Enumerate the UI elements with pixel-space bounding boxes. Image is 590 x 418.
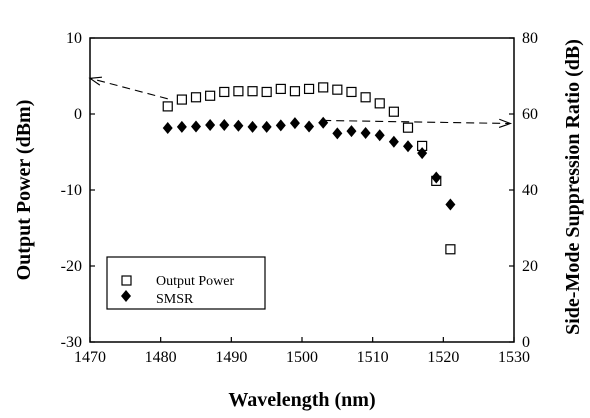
y-axis-left-title: Output Power (dBm): [13, 100, 35, 281]
x-axis-ticks: 1470 1480 1490 1500 1510 1520 1530: [74, 337, 530, 366]
output-power-point: [346, 86, 357, 98]
smsr-point: [332, 127, 343, 140]
output-power-point: [233, 86, 244, 97]
y-axis-left-ticks: 10 0 -10 -20 -30: [61, 30, 95, 351]
output-power-point: [388, 106, 399, 117]
smsr-point: [431, 171, 442, 184]
smsr-point: [233, 119, 244, 132]
y-right-tick-label: 40: [522, 182, 538, 199]
legend-marker-smsr: [121, 290, 131, 302]
y-right-tick-label: 80: [522, 30, 538, 47]
smsr-point: [205, 119, 216, 132]
y-left-tick-label: -20: [61, 258, 82, 275]
y-right-tick-label: 20: [522, 258, 538, 275]
smsr-point: [374, 129, 385, 142]
legend-marker-output-power: [121, 275, 132, 286]
output-power-point: [219, 86, 230, 98]
smsr-point: [388, 135, 399, 148]
x-tick-label: 1500: [286, 349, 318, 366]
legend-box: [106, 256, 266, 310]
output-power-point: [402, 122, 414, 133]
output-power-point: [445, 244, 456, 255]
x-tick-label: 1470: [74, 349, 106, 366]
y-axis-right-ticks: 80 60 40 20 0: [509, 30, 538, 351]
output-power-point: [176, 94, 187, 105]
y-right-tick-label: 0: [522, 334, 530, 351]
output-power-point: [190, 92, 202, 103]
annotation-arrow-head: [88, 76, 102, 86]
smsr-point: [360, 127, 371, 139]
y-axis-right-title: Side-Mode Suppression Ratio (dB): [562, 39, 584, 335]
x-tick-label: 1490: [215, 349, 247, 366]
smsr-point: [261, 120, 272, 133]
output-power-point: [162, 101, 173, 112]
y-left-tick-label: -30: [61, 334, 82, 351]
smsr-point: [219, 119, 230, 132]
smsr-point: [417, 147, 428, 160]
y-left-tick-label: 10: [66, 30, 82, 47]
y-right-tick-label: 60: [522, 106, 538, 123]
series-output-power: [162, 82, 456, 255]
series-smsr: [162, 116, 456, 211]
x-tick-label: 1520: [427, 349, 459, 366]
output-power-point: [303, 83, 315, 95]
output-power-point: [247, 86, 258, 97]
legend-label-output-power: Output Power: [156, 274, 235, 289]
smsr-point: [445, 198, 456, 211]
smsr-point: [162, 122, 173, 135]
smsr-point: [275, 119, 286, 132]
output-power-point: [360, 92, 371, 103]
annotation-arrow-line: [89, 77, 168, 100]
legend-label-smsr: SMSR: [156, 292, 194, 307]
smsr-point: [247, 120, 258, 133]
output-power-point: [261, 86, 272, 98]
output-power-point: [318, 82, 329, 93]
smsr-point: [191, 120, 201, 133]
smsr-point: [346, 125, 357, 138]
y-left-tick-label: -10: [61, 182, 82, 199]
x-tick-label: 1480: [145, 349, 177, 366]
output-power-point: [374, 98, 385, 109]
output-power-point: [332, 84, 343, 95]
x-tick-label: 1530: [498, 349, 530, 366]
output-power-point: [289, 86, 301, 97]
smsr-point: [318, 116, 329, 129]
y-left-tick-label: 0: [74, 106, 82, 123]
smsr-point: [176, 120, 187, 133]
smsr-point: [403, 140, 413, 153]
annotation-arrow-head: [498, 118, 513, 128]
output-power-point: [205, 90, 216, 101]
smsr-point: [304, 120, 315, 133]
legend: Output Power SMSR: [106, 256, 266, 310]
x-axis-title: Wavelength (nm): [228, 389, 375, 411]
annotation-arrow-line: [323, 119, 511, 125]
output-power-point: [275, 83, 286, 95]
x-tick-label: 1510: [357, 349, 389, 366]
annotation-arrows: [88, 76, 513, 128]
smsr-point: [289, 117, 300, 130]
